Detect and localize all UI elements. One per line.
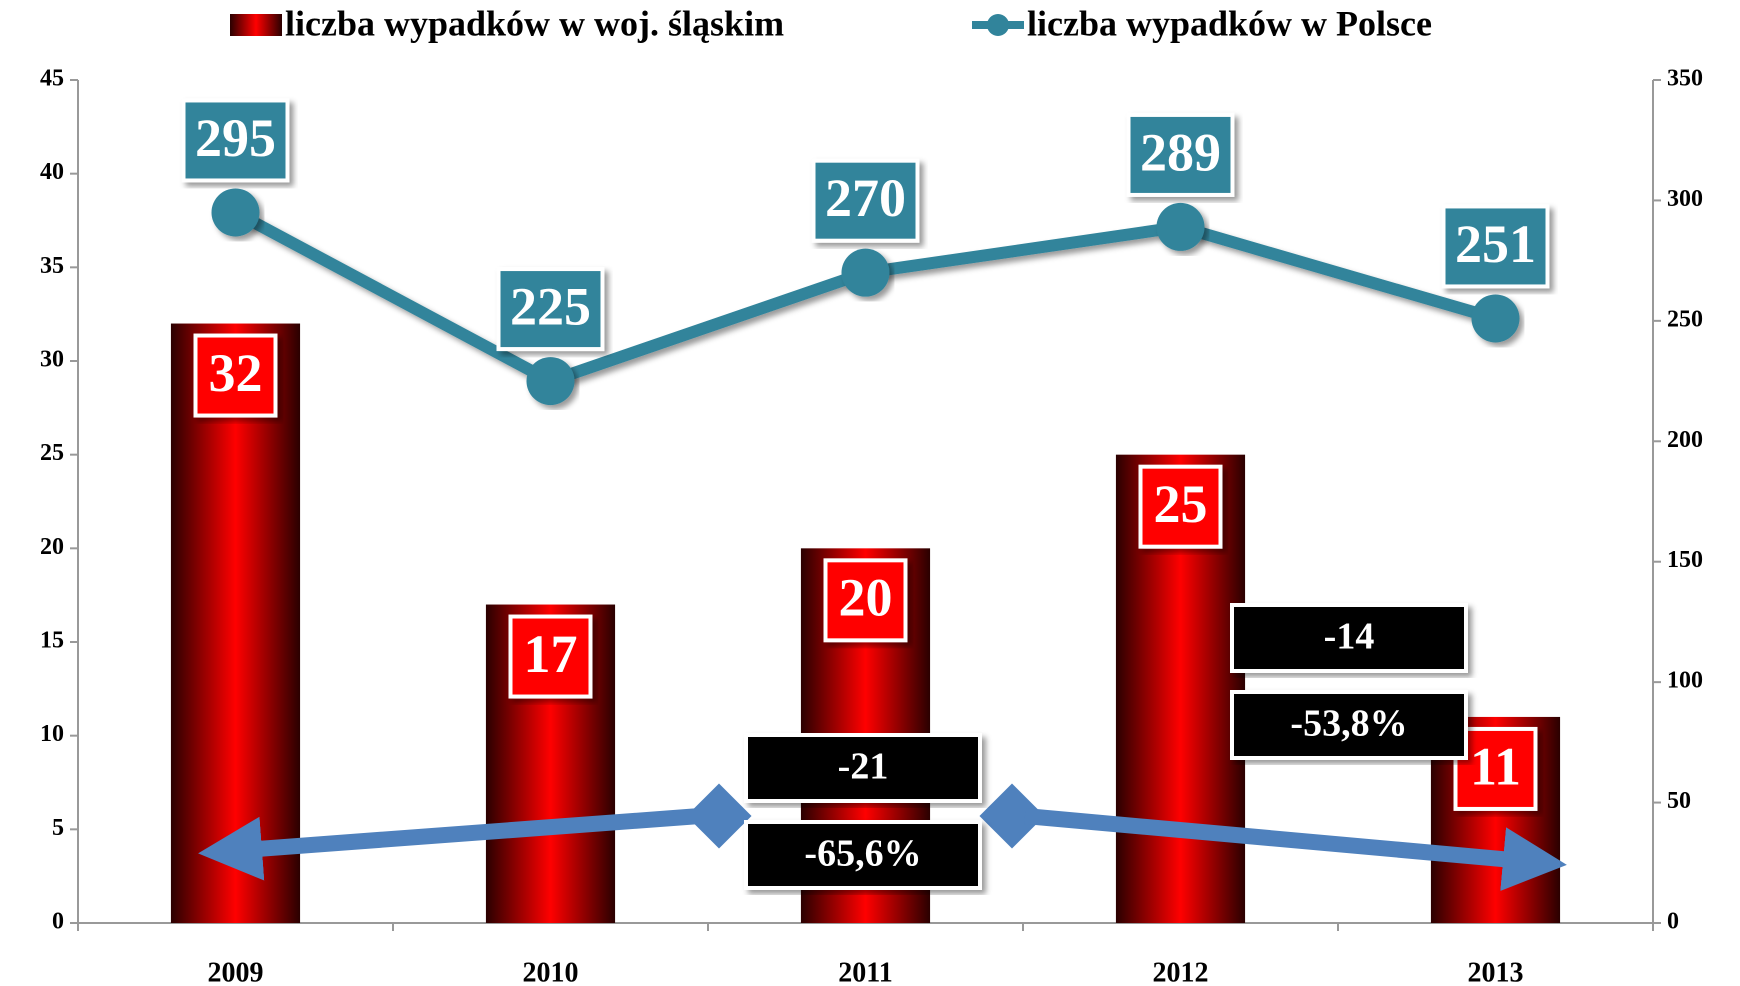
y2-tick-label: 250 (1667, 306, 1703, 332)
y2-tick-label: 100 (1667, 668, 1703, 694)
legend-marker (987, 14, 1009, 36)
y-tick-label: 15 (40, 628, 64, 654)
label-box (1138, 464, 1223, 549)
data-label: 11 (1470, 736, 1521, 796)
y-tick-label: 10 (40, 721, 64, 747)
data-label: 289 (1140, 122, 1221, 182)
annotation: -53,8% (1290, 703, 1407, 745)
y-tick-label: 5 (52, 815, 64, 841)
y2-tick-label: 0 (1667, 909, 1679, 935)
x-tick-label: 2010 (523, 957, 579, 986)
annotation-box (1230, 690, 1468, 760)
arrow-diamond (979, 783, 1045, 849)
annotation-box (744, 820, 982, 890)
labels: 32 17 20 25 11 295 225 270 289 251 liczba wypadków… (181, 3, 1550, 890)
y2-tick-label: 300 (1667, 186, 1703, 212)
data-label: 225 (510, 276, 591, 336)
annotation: -14 (1324, 616, 1375, 658)
line-point (526, 357, 575, 406)
x-tick-label: 2011 (838, 957, 892, 986)
line-point (841, 248, 890, 297)
annotation-box (744, 733, 982, 803)
label-box (508, 614, 593, 699)
x-tick-label: 2012 (1153, 957, 1209, 986)
label-box (496, 267, 605, 352)
legend-label: liczba wypadków w woj. śląskim (285, 3, 784, 43)
line-point (1156, 202, 1205, 251)
y2-tick-label: 200 (1667, 427, 1703, 453)
change-arrows (198, 783, 1567, 891)
y-tick-label: 30 (40, 347, 64, 373)
label-box (823, 558, 908, 643)
y-tick-label: 20 (40, 534, 64, 560)
x-tick-label: 2013 (1468, 957, 1524, 986)
annotation: -65,6% (804, 833, 921, 875)
label-box (1453, 726, 1538, 811)
data-label: 295 (195, 108, 276, 168)
data-label: 17 (524, 624, 578, 684)
data-label: 251 (1455, 214, 1536, 274)
data-label: 32 (209, 343, 263, 403)
y2-tick-label: 150 (1667, 547, 1703, 573)
label-box (811, 158, 920, 243)
x-tick-label: 2009 (208, 957, 264, 986)
arrow (1024, 808, 1567, 891)
line-point (1471, 294, 1520, 343)
annotation-box (1230, 603, 1468, 673)
y-tick-label: 35 (40, 253, 64, 279)
label-box (1441, 204, 1550, 289)
label-box (181, 98, 290, 183)
line-point (211, 188, 260, 237)
annotation: -21 (838, 746, 889, 788)
legend-label: liczba wypadków w Polsce (1027, 3, 1432, 43)
label-box (1126, 112, 1235, 197)
y-tick-label: 25 (40, 440, 64, 466)
y-tick-label: 40 (40, 159, 64, 185)
arrow (198, 808, 701, 881)
arrow-diamond (686, 783, 752, 849)
y-tick-label: 45 (40, 66, 64, 92)
legend-swatch (230, 14, 282, 36)
data-label: 270 (825, 168, 906, 228)
y2-tick-label: 50 (1667, 788, 1691, 814)
label-box (193, 333, 278, 418)
data-label: 20 (839, 568, 893, 628)
y2-tick-label: 350 (1667, 66, 1703, 92)
data-label: 25 (1154, 474, 1208, 534)
y-tick-label: 0 (52, 909, 64, 935)
